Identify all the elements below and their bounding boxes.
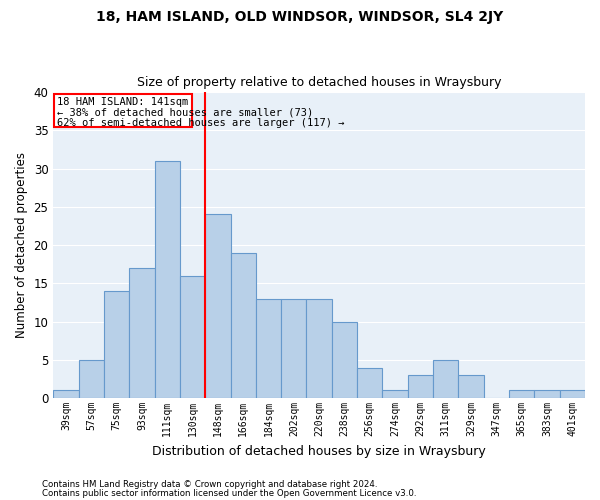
- Bar: [129, 268, 155, 398]
- Bar: [104, 291, 129, 398]
- Text: Contains HM Land Registry data © Crown copyright and database right 2024.: Contains HM Land Registry data © Crown c…: [42, 480, 377, 489]
- Bar: [332, 322, 357, 398]
- Bar: [180, 276, 205, 398]
- Bar: [307, 298, 332, 398]
- FancyBboxPatch shape: [54, 94, 192, 128]
- Bar: [79, 360, 104, 398]
- Text: 62% of semi-detached houses are larger (117) →: 62% of semi-detached houses are larger (…: [57, 118, 344, 128]
- Bar: [205, 214, 230, 398]
- Text: ← 38% of detached houses are smaller (73): ← 38% of detached houses are smaller (73…: [57, 108, 313, 118]
- Title: Size of property relative to detached houses in Wraysbury: Size of property relative to detached ho…: [137, 76, 502, 90]
- Bar: [560, 390, 585, 398]
- Bar: [155, 161, 180, 398]
- Bar: [53, 390, 79, 398]
- Bar: [357, 368, 382, 398]
- Bar: [230, 252, 256, 398]
- Bar: [281, 298, 307, 398]
- Bar: [509, 390, 535, 398]
- Bar: [458, 375, 484, 398]
- X-axis label: Distribution of detached houses by size in Wraysbury: Distribution of detached houses by size …: [152, 444, 486, 458]
- Text: 18 HAM ISLAND: 141sqm: 18 HAM ISLAND: 141sqm: [57, 96, 188, 106]
- Bar: [256, 298, 281, 398]
- Bar: [433, 360, 458, 398]
- Bar: [408, 375, 433, 398]
- Y-axis label: Number of detached properties: Number of detached properties: [15, 152, 28, 338]
- Text: 18, HAM ISLAND, OLD WINDSOR, WINDSOR, SL4 2JY: 18, HAM ISLAND, OLD WINDSOR, WINDSOR, SL…: [97, 10, 503, 24]
- Text: Contains public sector information licensed under the Open Government Licence v3: Contains public sector information licen…: [42, 489, 416, 498]
- Bar: [382, 390, 408, 398]
- Bar: [535, 390, 560, 398]
